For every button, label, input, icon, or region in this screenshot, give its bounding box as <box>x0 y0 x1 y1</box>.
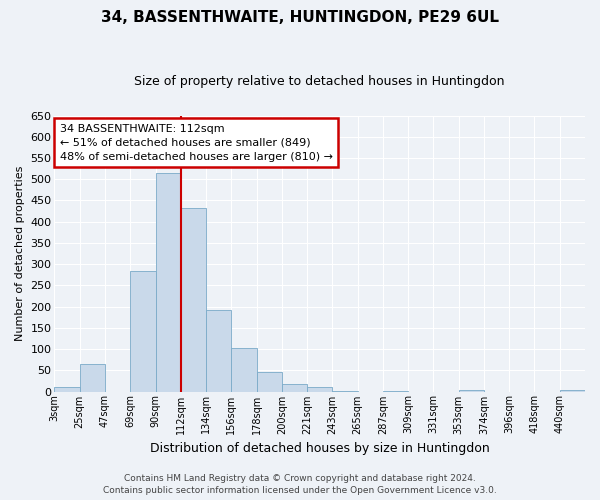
Bar <box>80 364 105 392</box>
Bar <box>307 388 332 392</box>
Bar <box>332 390 358 392</box>
Bar <box>383 390 408 392</box>
Title: Size of property relative to detached houses in Huntingdon: Size of property relative to detached ho… <box>134 75 505 88</box>
Bar <box>181 208 206 392</box>
Bar <box>130 272 155 392</box>
X-axis label: Distribution of detached houses by size in Huntingdon: Distribution of detached houses by size … <box>150 442 490 455</box>
Bar <box>206 310 232 392</box>
Bar <box>560 390 585 392</box>
Text: Contains HM Land Registry data © Crown copyright and database right 2024.
Contai: Contains HM Land Registry data © Crown c… <box>103 474 497 495</box>
Bar <box>55 388 80 392</box>
Text: 34, BASSENTHWAITE, HUNTINGDON, PE29 6UL: 34, BASSENTHWAITE, HUNTINGDON, PE29 6UL <box>101 10 499 25</box>
Bar <box>232 348 257 392</box>
Bar <box>257 372 282 392</box>
Y-axis label: Number of detached properties: Number of detached properties <box>15 166 25 341</box>
Bar <box>458 390 484 392</box>
Bar <box>155 173 181 392</box>
Text: 34 BASSENTHWAITE: 112sqm
← 51% of detached houses are smaller (849)
48% of semi-: 34 BASSENTHWAITE: 112sqm ← 51% of detach… <box>60 124 333 162</box>
Bar <box>282 384 307 392</box>
